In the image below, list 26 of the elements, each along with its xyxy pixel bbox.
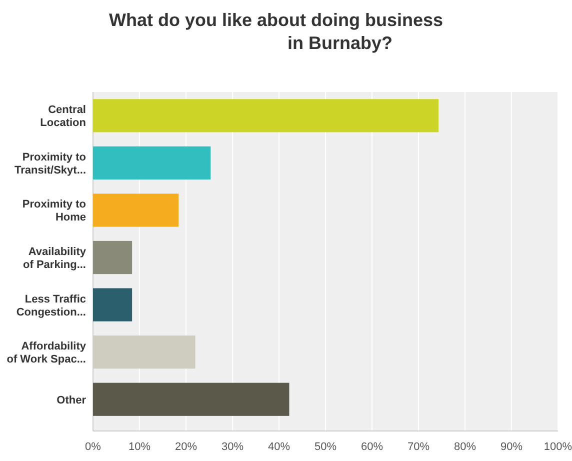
bar <box>93 99 438 132</box>
bar <box>93 336 196 369</box>
x-tick-label: 100% <box>544 441 572 453</box>
x-tick-label: 20% <box>174 441 198 453</box>
chart-title: What do you like about doing business in Burnaby? <box>108 10 444 53</box>
y-tick-label: Affordability of Work Spac... <box>6 340 87 366</box>
x-tick-label: 10% <box>128 441 151 453</box>
y-tick-label: Less Traffic Congestion... <box>16 293 86 318</box>
x-tick-label: 60% <box>360 441 384 453</box>
y-tick-label: Central Location <box>40 104 86 130</box>
x-tick-label: 50% <box>314 441 337 453</box>
y-tick-label: Availability of Parking... <box>23 246 87 271</box>
bar <box>93 288 132 322</box>
bar <box>93 382 290 416</box>
x-tick-label: 30% <box>221 441 244 453</box>
bar <box>93 146 211 180</box>
x-tick-label: 80% <box>454 441 476 453</box>
bar <box>93 240 132 274</box>
y-tick-label: Proximity to Transit/Skyt... <box>14 151 86 176</box>
bar <box>93 194 179 227</box>
x-tick-label: 0% <box>85 441 102 453</box>
x-tick-label: 40% <box>268 441 290 453</box>
y-tick-label: Other <box>56 394 87 406</box>
x-tick-label: 70% <box>407 441 430 453</box>
y-tick-label: Proximity to Home <box>22 198 86 224</box>
x-tick-label: 90% <box>500 441 523 453</box>
